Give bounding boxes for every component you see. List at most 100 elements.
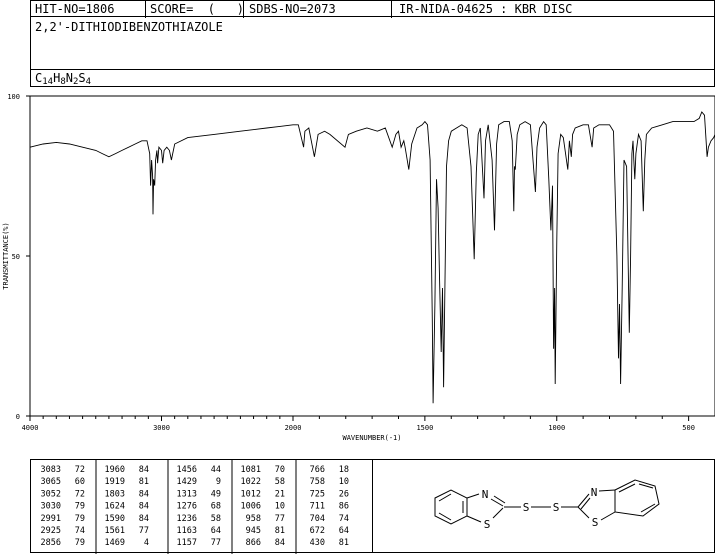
peak-wavenumber: 1919 <box>105 477 125 487</box>
peak-wavenumber: 725 <box>310 489 325 499</box>
peak-wavenumber: 1803 <box>105 489 125 499</box>
peak-transmittance: 26 <box>339 489 349 499</box>
peak-wavenumber: 958 <box>246 514 261 524</box>
peak-transmittance: 81 <box>139 477 149 487</box>
peak-transmittance: 21 <box>275 489 285 499</box>
peak-wavenumber: 1429 <box>177 477 197 487</box>
x-tick-label: 1500 <box>416 424 433 432</box>
peak-wavenumber: 1157 <box>177 538 197 548</box>
y-axis: 0 50 100 <box>7 93 30 421</box>
peak-wavenumber: 1236 <box>177 514 197 524</box>
structure-box: N S S S N S <box>372 459 715 553</box>
formula-subscript: 2 <box>72 77 79 87</box>
peak-wavenumber: 711 <box>310 502 325 512</box>
peak-transmittance: 74 <box>75 526 85 536</box>
peak-transmittance: 10 <box>339 477 349 487</box>
peak-transmittance: 18 <box>339 465 349 475</box>
hit-number: HIT-NO=1806 <box>35 2 115 16</box>
peak-transmittance: 72 <box>75 465 85 475</box>
peak-wavenumber: 766 <box>310 465 325 475</box>
peak-transmittance: 64 <box>339 526 349 536</box>
atom-n-left: N <box>482 488 489 501</box>
formula-element: S <box>78 71 86 85</box>
peak-wavenumber: 2856 <box>41 538 61 548</box>
atom-s-bridge-1: S <box>523 501 530 514</box>
peak-wavenumber: 1590 <box>105 514 125 524</box>
peak-wavenumber: 1456 <box>177 465 197 475</box>
peak-wavenumber: 3065 <box>41 477 61 487</box>
x-axis-label: WAVENUMBER(-1) <box>342 434 401 442</box>
peak-wavenumber: 1276 <box>177 502 197 512</box>
formula-subscript: 8 <box>60 77 66 87</box>
formula-subscript: 14 <box>42 77 54 87</box>
molecular-formula: C14H8N2S4 <box>35 71 91 89</box>
ir-spectrum-chart: 0 50 100 4000 3000 2000 1500 1000 500 WAVENUMBE… <box>2 93 715 442</box>
peak-transmittance: 86 <box>339 502 349 512</box>
y-axis-label: TRANSMITTANCE(%) <box>2 222 10 289</box>
peak-transmittance: 58 <box>275 477 285 487</box>
peak-transmittance: 10 <box>275 502 285 512</box>
y-tick-label: 50 <box>12 253 20 261</box>
peak-transmittance: 77 <box>211 538 221 548</box>
molecular-structure: N S S S N S <box>434 479 660 531</box>
x-tick-label: 3000 <box>153 424 170 432</box>
peak-wavenumber: 3030 <box>41 502 61 512</box>
peak-wavenumber: 866 <box>246 538 261 548</box>
atom-n-right: N <box>591 486 598 499</box>
sdbs-number: SDBS-NO=2073 <box>249 2 336 16</box>
score: SCORE= ( ) <box>150 2 244 16</box>
peak-wavenumber: 672 <box>310 526 325 536</box>
peak-transmittance: 79 <box>75 502 85 512</box>
formula-subscript: 4 <box>85 77 92 87</box>
peak-transmittance: 79 <box>75 538 85 548</box>
peak-wavenumber: 3052 <box>41 489 61 499</box>
plot-frame <box>29 95 715 417</box>
compound-name: 2,2'-DITHIODIBENZOTHIAZOLE <box>35 20 223 34</box>
x-tick-label: 2000 <box>285 424 302 432</box>
peak-transmittance: 60 <box>75 477 85 487</box>
peak-wavenumber: 758 <box>310 477 325 487</box>
peak-transmittance: 49 <box>211 489 221 499</box>
peak-wavenumber: 945 <box>246 526 261 536</box>
formula-element: N <box>65 71 73 85</box>
peak-transmittance: 81 <box>339 538 349 548</box>
peak-transmittance: 81 <box>275 526 285 536</box>
peak-transmittance: 9 <box>216 477 221 487</box>
peak-transmittance: 84 <box>139 502 149 512</box>
peak-transmittance: 84 <box>275 538 285 548</box>
ir-nida-code: IR-NIDA-04625 : KBR DISC <box>399 2 573 16</box>
peak-wavenumber: 2925 <box>41 526 61 536</box>
peak-transmittance: 74 <box>339 514 349 524</box>
peak-transmittance: 84 <box>139 514 149 524</box>
atom-s-right-ring: S <box>592 516 599 529</box>
peak-wavenumber: 1012 <box>241 489 261 499</box>
peak-transmittance: 4 <box>144 538 149 548</box>
x-tick-label: 1000 <box>548 424 565 432</box>
peak-transmittance: 84 <box>139 465 149 475</box>
formula-box: C14H8N2S4 <box>30 69 715 87</box>
y-tick-label: 0 <box>16 413 20 421</box>
formula-element: H <box>53 71 61 85</box>
peak-transmittance: 64 <box>211 526 221 536</box>
peak-transmittance: 77 <box>139 526 149 536</box>
peak-transmittance: 77 <box>275 514 285 524</box>
atom-s-left-ring: S <box>484 518 491 531</box>
peak-wavenumber: 1960 <box>105 465 125 475</box>
peak-wavenumber: 1022 <box>241 477 261 487</box>
peak-transmittance: 58 <box>211 514 221 524</box>
x-tick-label: 4000 <box>22 424 39 432</box>
peak-wavenumber: 1624 <box>105 502 125 512</box>
spectrum-line <box>29 111 715 404</box>
peak-wavenumber: 1469 <box>105 538 125 548</box>
x-axis: 4000 3000 2000 1500 1000 500 <box>22 416 695 432</box>
peak-transmittance: 44 <box>211 465 221 475</box>
atom-s-bridge-2: S <box>553 501 560 514</box>
peak-wavenumber: 704 <box>310 514 325 524</box>
y-tick-label: 100 <box>7 93 20 101</box>
peak-wavenumber: 1081 <box>241 465 261 475</box>
peak-transmittance: 68 <box>211 502 221 512</box>
peak-table: 3083 72 3065 60 3052 72 3030 79 2991 79 2925 74 2856… <box>30 459 373 554</box>
peak-transmittance: 79 <box>75 514 85 524</box>
peak-wavenumber: 2991 <box>41 514 61 524</box>
peak-transmittance: 84 <box>139 489 149 499</box>
